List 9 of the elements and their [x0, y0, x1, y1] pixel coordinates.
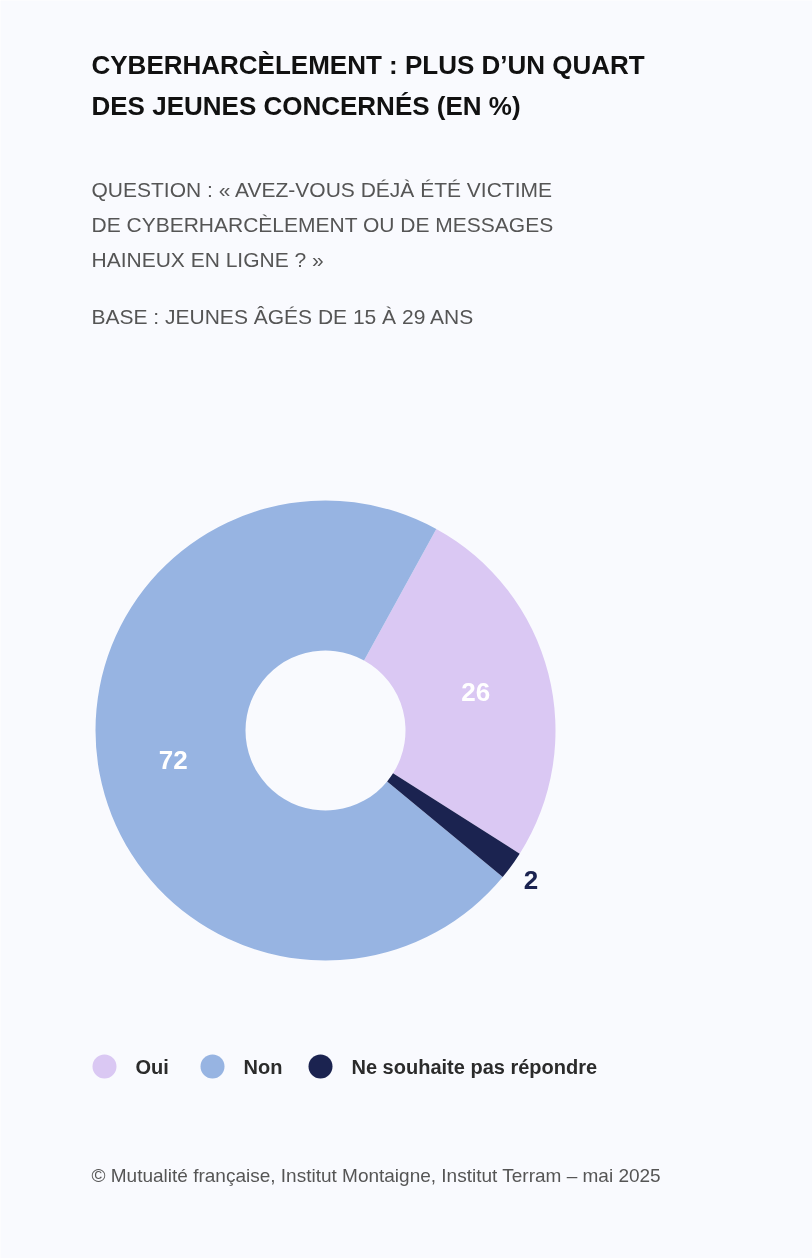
data-label: 72	[158, 744, 188, 775]
text: © Mutualité française, Institut Montaigne, Institut Terram – mai 2025	[91, 1165, 661, 1186]
legend-label: Oui	[135, 1055, 169, 1078]
chart-title: CYBERHARCÈLEMENT : PLUS D’UN QUART DES JEUNES CONCERNÉS (EN %)	[91, 49, 645, 121]
text: BASE : JEUNES ÂGÉS DE 15 À 29 ANS	[91, 305, 474, 328]
legend-label: Ne souhaite pas répondre	[351, 1055, 598, 1078]
data-label: 2	[523, 864, 539, 895]
chart-subtitle: QUESTION : « AVEZ-VOUS DÉJÀ ÉTÉ VICTIME DE CYBERHARCÈLEMENT OU DE MESSAGES HAINEUX EN LIGNE ? »	[91, 178, 554, 271]
legend-label: Non	[243, 1055, 283, 1078]
